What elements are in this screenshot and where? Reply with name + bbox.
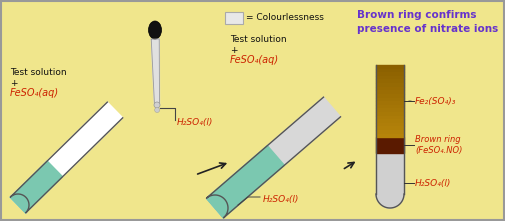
Polygon shape — [376, 97, 404, 101]
Text: Brown ring
(FeSO₄.NO): Brown ring (FeSO₄.NO) — [415, 135, 463, 155]
Polygon shape — [376, 108, 404, 112]
Polygon shape — [376, 79, 404, 83]
Polygon shape — [207, 146, 284, 218]
Polygon shape — [376, 116, 404, 119]
Polygon shape — [376, 126, 404, 130]
Text: = Colourlessness: = Colourlessness — [246, 13, 324, 23]
Text: H₂SO₄(l): H₂SO₄(l) — [177, 118, 214, 127]
Polygon shape — [376, 90, 404, 94]
Polygon shape — [10, 194, 29, 213]
Bar — [225, 12, 243, 24]
Polygon shape — [10, 194, 29, 213]
Polygon shape — [376, 65, 404, 69]
Polygon shape — [376, 134, 404, 137]
Polygon shape — [10, 194, 29, 213]
Circle shape — [154, 102, 160, 108]
Text: FeSO₄(aq): FeSO₄(aq) — [10, 88, 59, 98]
Polygon shape — [376, 153, 404, 194]
Text: FeSO₄(aq): FeSO₄(aq) — [230, 55, 279, 65]
Polygon shape — [376, 76, 404, 79]
Polygon shape — [10, 102, 123, 213]
Text: Fe₂(SO₄)₃: Fe₂(SO₄)₃ — [415, 97, 457, 106]
Polygon shape — [376, 123, 404, 126]
Ellipse shape — [148, 21, 162, 39]
Text: Test solution: Test solution — [10, 68, 67, 77]
Polygon shape — [10, 161, 63, 213]
Text: +: + — [230, 46, 237, 55]
Polygon shape — [376, 119, 404, 123]
Polygon shape — [207, 195, 228, 218]
Polygon shape — [376, 101, 404, 105]
Polygon shape — [10, 194, 29, 213]
Text: H₂SO₄(l): H₂SO₄(l) — [263, 195, 299, 204]
Polygon shape — [376, 83, 404, 87]
Text: Test solution: Test solution — [230, 35, 287, 44]
Polygon shape — [376, 94, 404, 97]
Polygon shape — [376, 87, 404, 90]
Polygon shape — [207, 195, 228, 218]
Polygon shape — [376, 130, 404, 134]
Polygon shape — [376, 72, 404, 76]
Polygon shape — [376, 194, 404, 208]
Polygon shape — [207, 97, 340, 218]
Text: +: + — [10, 79, 18, 88]
Polygon shape — [376, 105, 404, 108]
Polygon shape — [376, 137, 404, 153]
Text: Brown ring confirms
presence of nitrate ions: Brown ring confirms presence of nitrate … — [357, 10, 498, 34]
Polygon shape — [207, 195, 228, 218]
Circle shape — [155, 107, 160, 112]
Polygon shape — [151, 39, 160, 105]
Text: H₂SO₄(l): H₂SO₄(l) — [415, 179, 451, 188]
Polygon shape — [376, 69, 404, 72]
Polygon shape — [376, 112, 404, 116]
Polygon shape — [207, 195, 228, 218]
